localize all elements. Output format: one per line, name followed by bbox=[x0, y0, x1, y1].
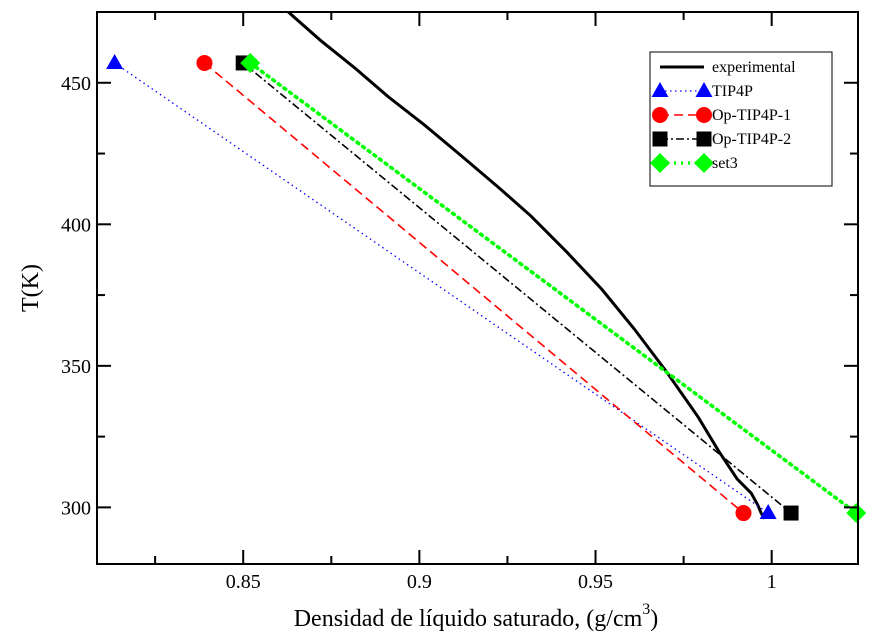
series-line-2 bbox=[203, 62, 745, 514]
series-point-2-0 bbox=[196, 54, 213, 71]
legend-marker-3 bbox=[696, 131, 712, 147]
legend-marker-1 bbox=[651, 82, 669, 97]
legend-label: Op-TIP4P-1 bbox=[712, 107, 791, 124]
series-point-4-0 bbox=[240, 52, 261, 73]
legend-label: set3 bbox=[712, 155, 738, 172]
series-line-0 bbox=[287, 12, 766, 520]
legend-marker-3 bbox=[652, 131, 668, 147]
legend-marker-1 bbox=[695, 82, 713, 97]
y-tick-label: 450 bbox=[61, 73, 91, 95]
series-line-1 bbox=[114, 62, 769, 514]
series-line-4 bbox=[248, 61, 858, 515]
x-tick-label: 0.85 bbox=[226, 571, 261, 593]
legend-label: TIP4P bbox=[712, 83, 753, 100]
series-layer bbox=[114, 12, 858, 520]
legend-label: experimental bbox=[712, 59, 796, 76]
x-tick-label: 1 bbox=[767, 571, 777, 593]
legend-marker-2 bbox=[652, 107, 668, 123]
legend: experimental TIP4P Op-TIP4P-1 Op-TIP4P-2 set… bbox=[649, 51, 833, 187]
y-tick-label: 300 bbox=[61, 497, 91, 519]
legend-marker-2 bbox=[696, 107, 712, 123]
y-tick-label: 400 bbox=[61, 214, 91, 236]
x-axis-title: Densidad de líquido saturado, (g/cm3) bbox=[294, 601, 659, 632]
series-line-3 bbox=[242, 62, 792, 514]
x-axis-title-superscript: 3 bbox=[642, 601, 650, 618]
series-point-2-1 bbox=[735, 505, 752, 522]
legend-label: Op-TIP4P-2 bbox=[712, 131, 791, 148]
series-point-1-0 bbox=[106, 53, 124, 69]
x-axis-title-close: ) bbox=[650, 606, 658, 632]
legend-marker-4 bbox=[694, 153, 714, 173]
legend-box bbox=[649, 51, 833, 187]
x-axis-title-main: Densidad de líquido saturado, (g/cm bbox=[294, 606, 643, 632]
x-tick-label: 0.9 bbox=[407, 571, 432, 593]
series-point-1-1 bbox=[759, 504, 777, 520]
series-point-3-1 bbox=[783, 505, 799, 521]
y-tick-label: 350 bbox=[61, 356, 91, 378]
tick-layer bbox=[97, 11, 858, 564]
legend-marker-4 bbox=[650, 153, 670, 173]
plot-frame bbox=[96, 11, 859, 565]
tick-label-layer: 0.85 0.9 0.95 1 300 350 400 450 bbox=[61, 73, 777, 593]
x-tick-label: 0.95 bbox=[578, 571, 613, 593]
y-axis-title: T(K) bbox=[18, 264, 44, 312]
